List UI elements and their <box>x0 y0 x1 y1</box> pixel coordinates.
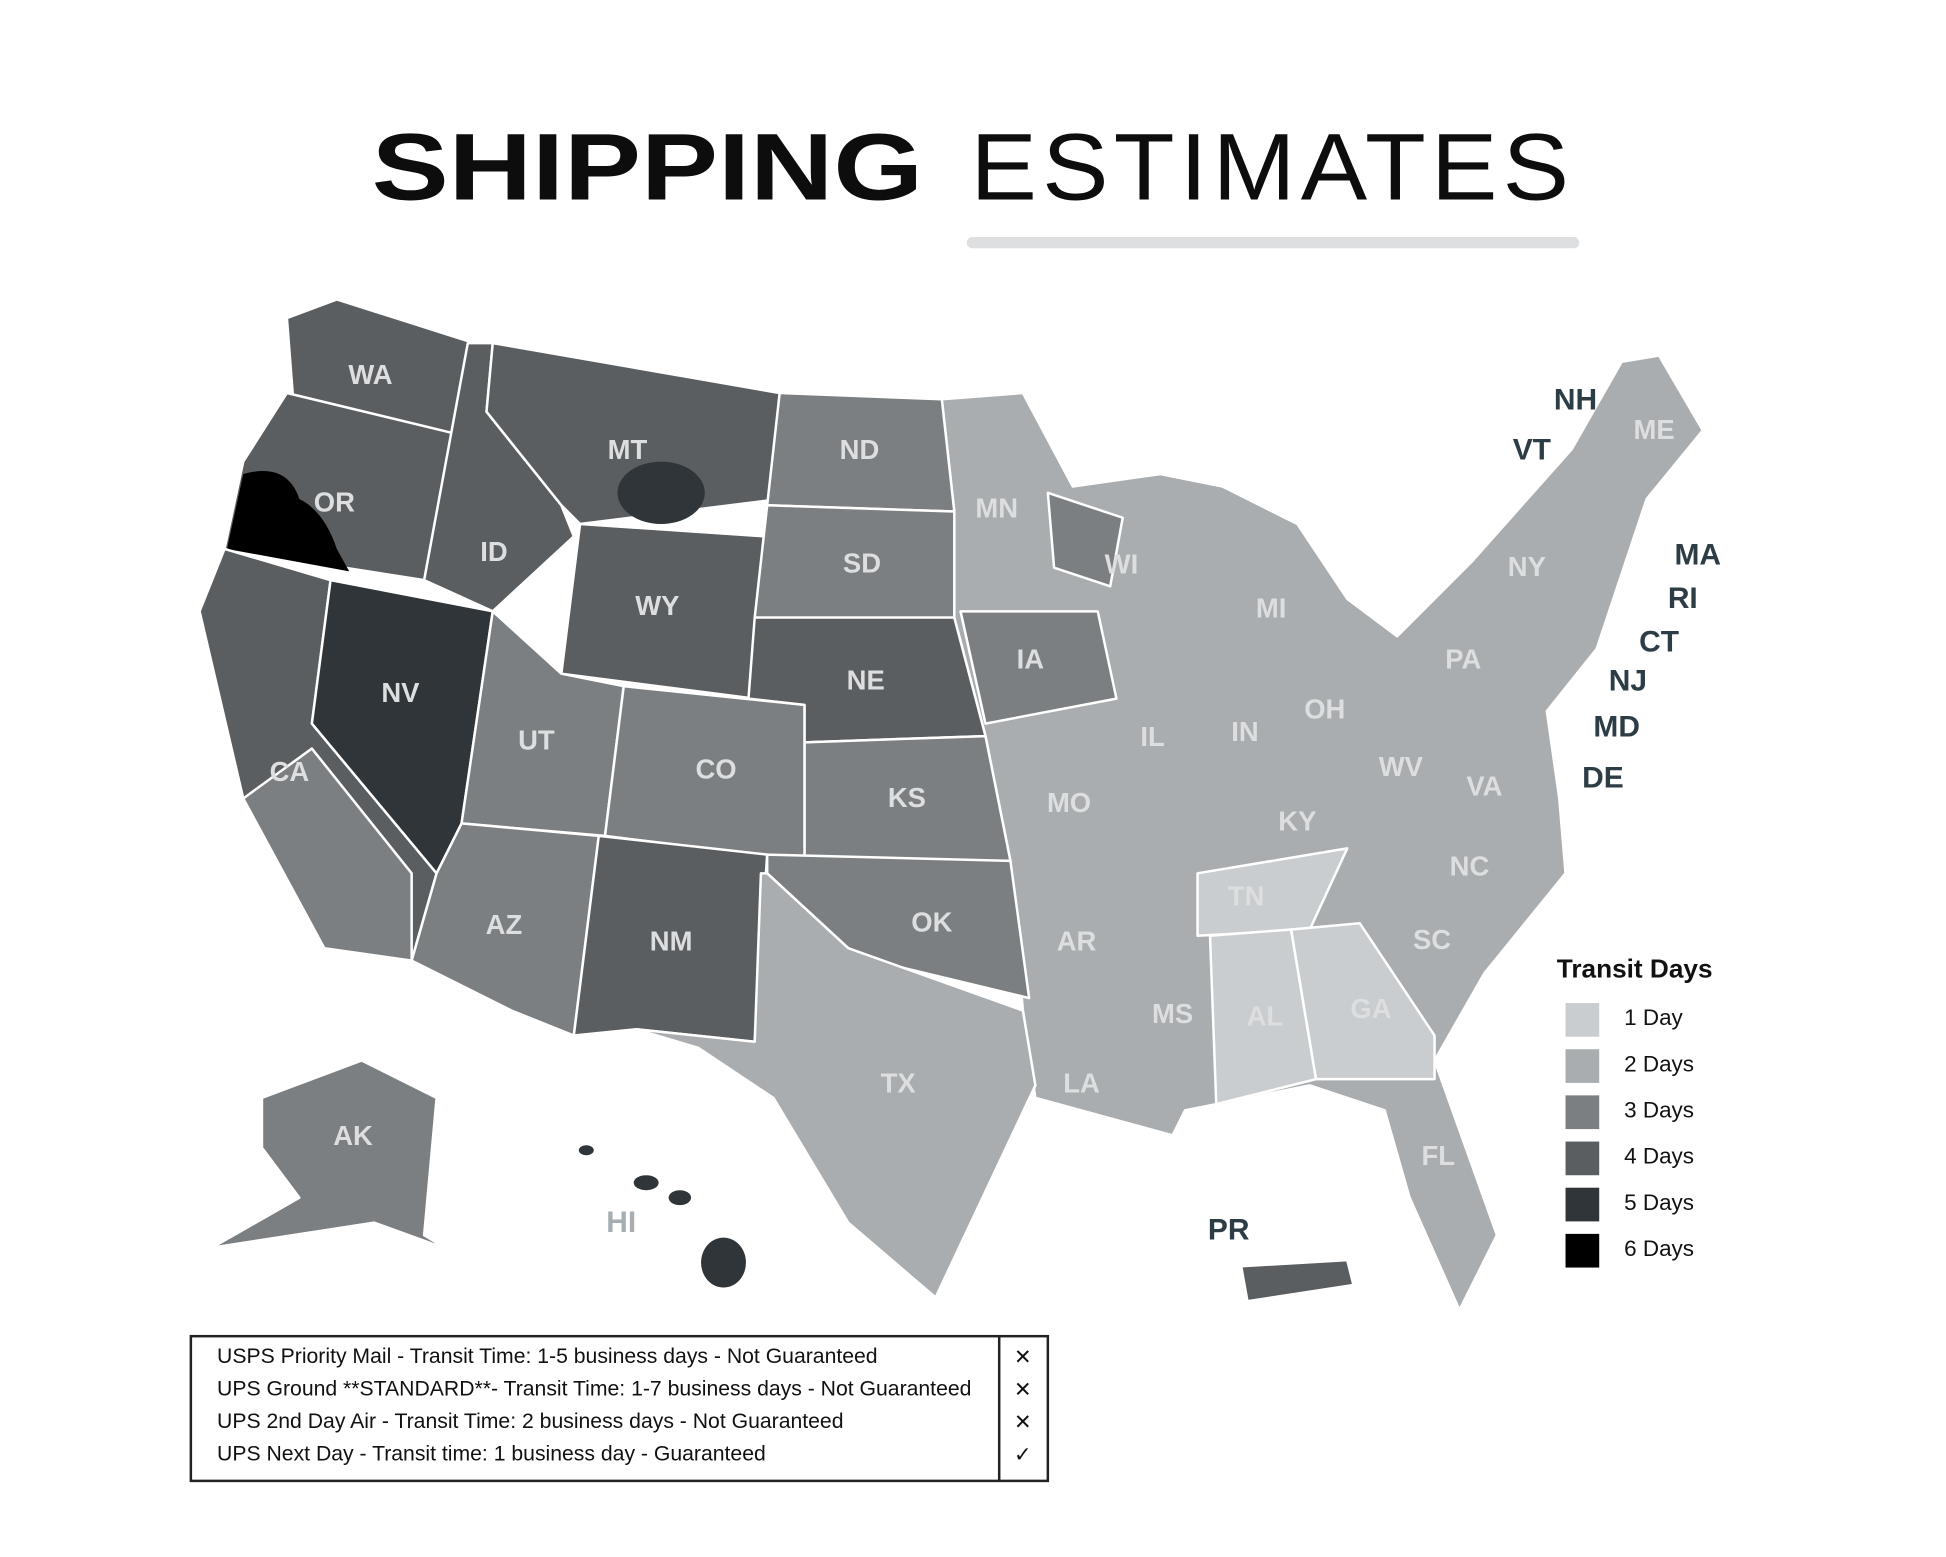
legend-swatch <box>1565 1095 1600 1130</box>
table-row-mark: ✓ <box>1014 1444 1032 1467</box>
state-callout: NH <box>1554 384 1597 417</box>
table-row-mark: ✕ <box>1014 1379 1032 1402</box>
state-label: LA <box>1063 1068 1100 1099</box>
us-map <box>198 298 1704 1312</box>
territory-label: HI <box>606 1206 636 1239</box>
state-label: VA <box>1466 771 1502 802</box>
title-light: ESTIMATES <box>971 115 1575 221</box>
state-label: FL <box>1422 1140 1456 1171</box>
state-label: OH <box>1304 693 1345 724</box>
table-row-mark: ✕ <box>1014 1346 1032 1369</box>
state-label: MS <box>1152 998 1193 1029</box>
state-ia <box>959 610 1118 725</box>
table-rows: USPS Priority Mail - Transit Time: 1-5 b… <box>217 1345 1032 1467</box>
state-ca-south <box>242 747 413 962</box>
state-label: NM <box>650 925 693 956</box>
state-label: ID <box>480 536 507 567</box>
state-label: IL <box>1140 721 1164 752</box>
table-row-text: USPS Priority Mail - Transit Time: 1-5 b… <box>217 1345 878 1368</box>
state-label: KY <box>1278 806 1316 837</box>
state-label: WY <box>635 590 679 621</box>
state-label: TX <box>881 1068 917 1099</box>
state-label: ME <box>1634 414 1675 445</box>
state-label: NE <box>847 665 885 696</box>
island <box>578 1145 594 1156</box>
state-label: UT <box>518 725 555 756</box>
state-label: CA <box>270 756 310 787</box>
state-label: IN <box>1231 716 1258 747</box>
state-ak <box>210 1059 488 1274</box>
island <box>701 1237 746 1288</box>
state-label: KS <box>888 782 926 813</box>
state-callout: NJ <box>1609 664 1647 697</box>
state-callout: MA <box>1674 538 1721 571</box>
legend-swatch <box>1565 1049 1600 1083</box>
state-label: MO <box>1047 787 1091 818</box>
state-label: TN <box>1228 881 1265 912</box>
table-row-text: UPS 2nd Day Air - Transit Time: 2 busine… <box>217 1410 843 1433</box>
state-callout: VT <box>1513 434 1551 467</box>
state-label: ND <box>840 434 880 465</box>
territory-pr <box>1239 1258 1355 1303</box>
state-labels: WA OR ID MT WY NV CA UT CO AZ NM ND SD NE KS OK TX MN IA MO… <box>270 359 1721 1246</box>
options-table <box>189 1334 1050 1483</box>
state-label: AZ <box>486 909 523 940</box>
state-label: GA <box>1350 993 1391 1024</box>
legend-label: 2 Days <box>1624 1051 1694 1076</box>
legend-label: 1 Day <box>1624 1005 1683 1030</box>
state-tx <box>634 872 1037 1299</box>
table-row-text: UPS Next Day - Transit time: 1 business … <box>217 1442 766 1465</box>
state-label: OR <box>314 486 355 517</box>
island <box>633 1175 659 1191</box>
legend-swatch <box>1565 1141 1600 1176</box>
state-callout: PR <box>1208 1213 1250 1246</box>
legend-label: 6 Days <box>1624 1236 1694 1261</box>
legend-label: 5 Days <box>1624 1190 1694 1215</box>
state-callout: RI <box>1668 582 1698 615</box>
title-bold: SHIPPING <box>372 115 923 221</box>
legend: 1 Day 2 Days 3 Days 4 Days 5 Days 6 Days <box>1565 1003 1694 1268</box>
state-label: NV <box>381 677 420 708</box>
legend-label: 3 Days <box>1624 1098 1694 1123</box>
state-label: MI <box>1256 592 1286 623</box>
state-label: SD <box>843 547 881 578</box>
state-label: NC <box>1450 851 1490 882</box>
state-wi-part <box>1046 491 1124 588</box>
state-mt-dark <box>617 461 705 524</box>
legend-label: 4 Days <box>1624 1144 1694 1169</box>
state-label: SC <box>1413 924 1451 955</box>
island <box>668 1190 692 1206</box>
state-label: CO <box>695 753 736 784</box>
state-label: OK <box>911 907 952 938</box>
state-label: PA <box>1445 643 1481 674</box>
state-or-dark <box>227 470 350 572</box>
state-callout: MD <box>1593 711 1640 744</box>
state-label: MN <box>975 493 1018 524</box>
state-label: MT <box>608 434 648 465</box>
state-label: IA <box>1017 643 1045 674</box>
state-label: AR <box>1057 925 1097 956</box>
state-callout: CT <box>1639 626 1679 659</box>
legend-swatch <box>1565 1187 1600 1222</box>
state-ga <box>1289 921 1436 1081</box>
state-label: AK <box>333 1120 373 1151</box>
title-underline <box>966 237 1580 249</box>
state-label: WI <box>1105 549 1139 580</box>
legend-title: Transit Days <box>1557 954 1713 984</box>
state-label: WV <box>1379 751 1424 782</box>
legend-swatch <box>1565 1233 1600 1268</box>
legend-swatch <box>1565 1003 1600 1037</box>
state-label: NY <box>1508 551 1546 582</box>
table-row-text: UPS Ground **STANDARD**- Transit Time: 1… <box>217 1377 971 1400</box>
table-row-mark: ✕ <box>1014 1411 1032 1434</box>
state-label: WA <box>348 359 392 390</box>
state-callout: DE <box>1582 762 1624 795</box>
state-label: AL <box>1247 1000 1284 1031</box>
